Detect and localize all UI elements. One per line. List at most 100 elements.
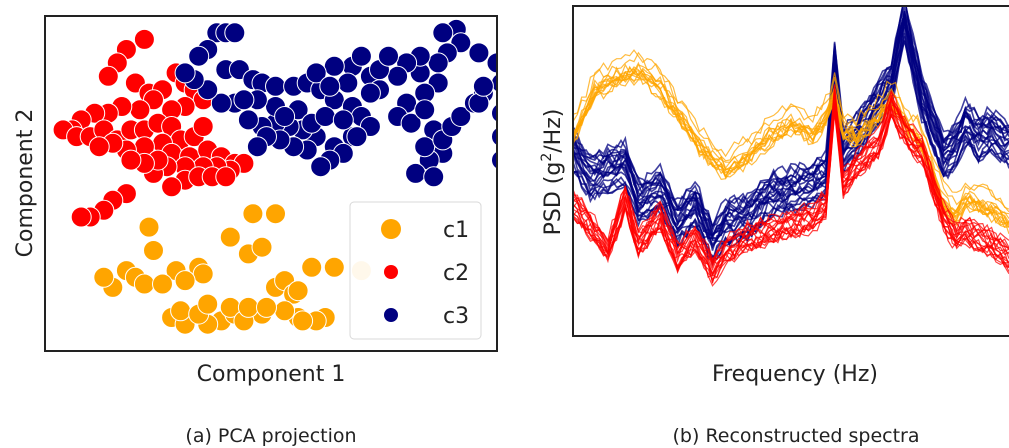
- point-c2-61: [120, 149, 142, 171]
- point-c2-3: [97, 65, 119, 87]
- spectrum-c2-13: [573, 106, 1009, 279]
- legend-marker-c1: [381, 219, 401, 239]
- point-c3-50: [359, 82, 381, 104]
- point-c3-86: [350, 45, 372, 67]
- point-c3-24: [237, 109, 259, 131]
- point-c3-26: [210, 92, 232, 114]
- point-c3-91: [550, 76, 570, 96]
- point-c3-67: [405, 162, 427, 184]
- spectra-lines: [573, 6, 1009, 287]
- point-c3-88: [528, 63, 548, 83]
- point-c3-68: [423, 166, 445, 188]
- point-c3-89: [541, 70, 561, 90]
- point-c2-36: [88, 136, 110, 158]
- y-axis-label-suffix: /Hz): [541, 109, 566, 153]
- point-c3-81: [427, 52, 449, 74]
- point-c3-97: [472, 75, 494, 97]
- point-c3-92: [491, 150, 497, 170]
- spectrum-c3-17: [573, 40, 1009, 266]
- point-c1-41: [256, 296, 277, 318]
- point-c3-75: [491, 73, 497, 93]
- point-c3-94: [495, 137, 497, 149]
- point-c3-4: [188, 45, 210, 67]
- spectrum-c2-17: [573, 105, 1009, 285]
- point-c1-17: [93, 266, 115, 288]
- point-c1-39: [237, 296, 259, 318]
- y-axis-label: Component 2: [13, 109, 38, 258]
- plot-frame-b: [572, 5, 1009, 337]
- point-c1-10: [192, 263, 214, 285]
- scatter-points: [52, 18, 570, 335]
- point-c3-56: [432, 22, 454, 44]
- spectrum-c3-21: [573, 11, 1009, 238]
- point-c3-76: [505, 63, 525, 83]
- point-c3-87: [378, 45, 399, 67]
- legend: c1 c2 c3: [349, 201, 482, 340]
- point-c3-95: [491, 127, 497, 147]
- x-axis-label-b: Frequency (Hz): [712, 362, 878, 387]
- y-axis-label-prefix: PSD (g: [541, 162, 566, 236]
- point-c1-18: [152, 273, 173, 295]
- point-c3-2: [224, 22, 246, 44]
- legend-label-c1: c1: [443, 218, 469, 243]
- point-c3-69: [414, 136, 436, 158]
- caption-a: (a) PCA projection: [185, 425, 356, 447]
- point-c3-90: [519, 56, 539, 76]
- y-axis-label-b: PSD (g2/Hz): [539, 109, 566, 236]
- point-c3-53: [305, 62, 327, 84]
- point-c2-58: [70, 206, 92, 228]
- spectrum-c1-0: [573, 49, 1009, 213]
- spectrum-c3-3: [573, 22, 1009, 246]
- legend-label-c3: c3: [443, 304, 469, 329]
- point-c2-14: [129, 99, 151, 121]
- point-c3-37: [332, 109, 354, 131]
- point-c1-37: [170, 300, 192, 322]
- caption-b: (b) Reconstructed spectra: [673, 425, 920, 447]
- pca-scatter-panel: Component 1 Component 2 c1 c2 c3 (a) PCA p…: [13, 15, 570, 447]
- point-c3-52: [323, 55, 345, 77]
- point-c3-93: [501, 143, 521, 163]
- point-c1-11: [301, 256, 323, 278]
- point-c1-40: [197, 293, 219, 315]
- point-c3-33: [233, 89, 255, 111]
- point-c3-38: [346, 126, 368, 148]
- point-c3-62: [400, 112, 422, 134]
- point-c3-84: [387, 65, 409, 87]
- point-c3-9: [265, 75, 286, 97]
- spectrum-c3-14: [573, 15, 1009, 237]
- point-c3-98: [491, 103, 497, 123]
- legend-label-c2: c2: [443, 261, 469, 286]
- point-c1-15: [133, 273, 155, 295]
- point-c3-78: [468, 42, 490, 64]
- point-c1-6: [251, 236, 273, 258]
- spectrum-c1-1: [573, 51, 1009, 210]
- point-c3-51: [337, 72, 359, 94]
- spectrum-c3-15: [573, 6, 1009, 230]
- point-c1-12: [323, 256, 345, 278]
- point-c3-54: [319, 75, 341, 97]
- point-c1-34: [274, 300, 296, 322]
- point-c3-41: [310, 156, 332, 178]
- point-c3-34: [274, 106, 296, 127]
- spectra-panel: Frequency (Hz) PSD (g2/Hz) (b) Reconstru…: [539, 5, 1009, 447]
- point-c1-33: [292, 310, 314, 332]
- point-c1-23: [287, 280, 309, 302]
- legend-box: [349, 201, 482, 340]
- point-c3-46: [246, 136, 268, 158]
- point-c3-77: [486, 52, 497, 74]
- legend-marker-c3: [384, 308, 398, 322]
- point-c1-1: [265, 203, 286, 225]
- point-c2-0: [133, 28, 155, 50]
- point-c1-2: [219, 226, 241, 248]
- point-c2-50: [161, 176, 183, 198]
- point-c3-29: [174, 62, 196, 84]
- y-axis-label-superscript: 2: [539, 153, 555, 162]
- point-c1-3: [138, 216, 160, 238]
- x-axis-label: Component 1: [197, 362, 346, 387]
- point-c3-72: [450, 106, 472, 127]
- point-c3-36: [314, 106, 336, 127]
- spectrum-c2-14: [573, 94, 1009, 265]
- point-c1-19: [174, 270, 196, 292]
- legend-marker-c2: [384, 265, 398, 279]
- point-c2-31: [192, 116, 214, 137]
